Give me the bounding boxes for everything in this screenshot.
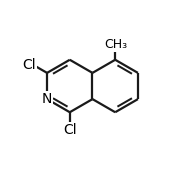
Text: Cl: Cl	[63, 123, 77, 137]
Text: CH₃: CH₃	[104, 38, 128, 51]
Text: Cl: Cl	[22, 58, 36, 72]
Text: N: N	[42, 92, 52, 106]
